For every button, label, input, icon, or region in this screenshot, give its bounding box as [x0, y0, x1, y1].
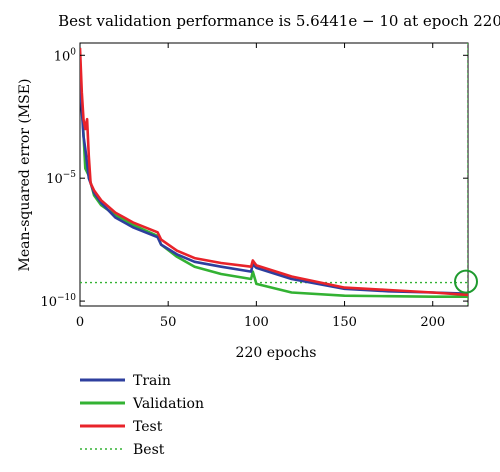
y-tick-label: 10−10 [40, 293, 76, 310]
legend-label: Best [133, 442, 165, 458]
x-axis: 0 50 100 150 200 [76, 43, 445, 330]
legend-item-validation: Validation [80, 396, 204, 412]
y-axis: 100 10−5 10−10 [40, 47, 468, 310]
x-axis-label: 220 epochs [236, 345, 317, 361]
plot-area [80, 43, 468, 306]
y-axis-label: Mean-squared error (MSE) [17, 79, 33, 272]
x-tick-label: 50 [160, 315, 177, 330]
legend-item-best: Best [80, 442, 165, 458]
best-point-marker [454, 269, 478, 294]
plot-frame [79, 42, 469, 307]
legend-label: Test [133, 419, 163, 435]
legend-label: Train [133, 373, 171, 389]
legend-item-train: Train [80, 373, 171, 389]
x-tick-label: 150 [332, 315, 357, 330]
series-line-test [80, 47, 468, 297]
x-tick-label: 100 [244, 315, 269, 330]
chart-title: Best validation performance is 5.6441e −… [58, 12, 500, 30]
x-tick-label: 0 [76, 315, 84, 330]
legend-item-test: Test [80, 419, 163, 435]
y-tick-label: 100 [54, 47, 77, 64]
y-tick-label: 10−5 [46, 170, 76, 187]
x-tick-label: 200 [420, 315, 445, 330]
series-line-train [80, 79, 468, 295]
legend: Train Validation Test Best [80, 373, 204, 458]
legend-label: Validation [132, 396, 204, 412]
series-line-validation [80, 74, 468, 299]
